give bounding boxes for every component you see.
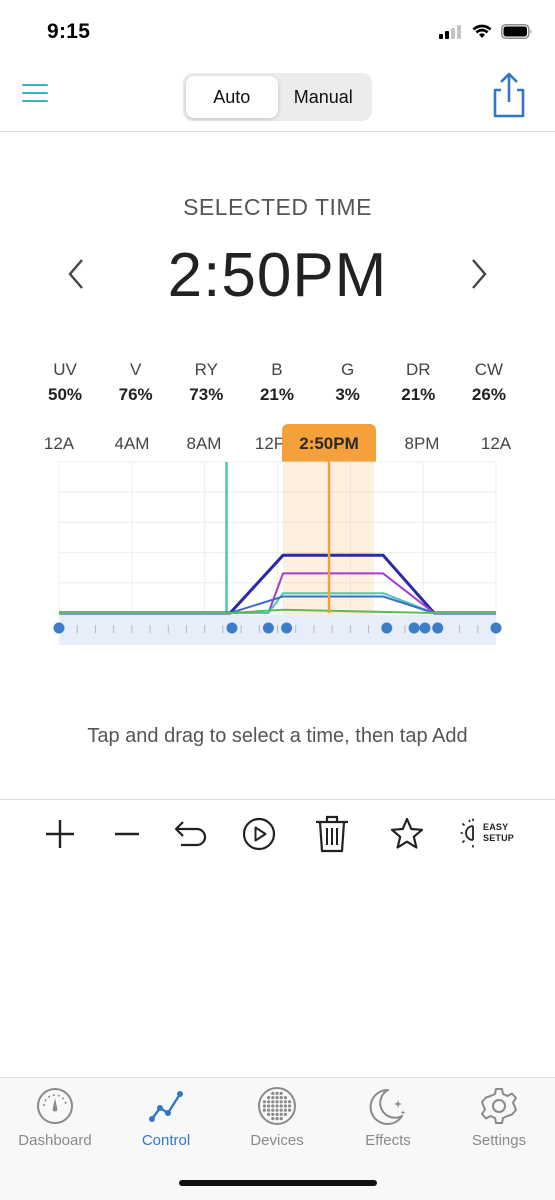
- channel-name: G: [341, 360, 355, 379]
- delete-button[interactable]: [312, 814, 352, 854]
- channel-b: B 21%: [242, 360, 312, 405]
- share-icon[interactable]: [489, 70, 529, 120]
- battery-icon: [501, 24, 532, 39]
- remove-button[interactable]: [107, 814, 147, 854]
- signal-icon: [439, 24, 461, 39]
- channel-value: 73%: [189, 385, 224, 404]
- menu-button[interactable]: [22, 84, 48, 110]
- status-bar: 9:15: [0, 0, 555, 62]
- channel-name: V: [129, 360, 142, 379]
- selected-time-label: SELECTED TIME: [183, 194, 372, 220]
- schedule-plot[interactable]: [0, 420, 555, 650]
- edit-toolbar: EASY SETUP: [0, 799, 555, 867]
- plus-icon: [46, 820, 74, 848]
- channel-value: 3%: [335, 385, 360, 404]
- instruction-text: Tap and drag to select a time, then tap …: [87, 725, 468, 747]
- channel-uv: UV 50%: [30, 360, 100, 405]
- mode-segmented-control: Auto Manual: [183, 73, 372, 121]
- channel-dr: DR 21%: [383, 360, 453, 405]
- selected-time-value: 2:50PM: [167, 241, 388, 310]
- channel-name: CW: [474, 360, 504, 379]
- tab-label: Effects: [365, 1132, 411, 1149]
- dot-grid-icon: [258, 1087, 296, 1125]
- channel-value: 21%: [401, 385, 436, 404]
- channel-name: UV: [53, 360, 77, 379]
- axis-label: 12A: [480, 434, 512, 453]
- gauge-icon: [37, 1088, 73, 1124]
- menu-icon: [22, 84, 48, 86]
- channel-value: 21%: [259, 385, 294, 404]
- previous-time-arrow[interactable]: [62, 252, 92, 296]
- segment-manual[interactable]: Manual: [293, 86, 353, 107]
- schedule-point[interactable]: [53, 622, 65, 634]
- tab-label: Dashboard: [18, 1132, 92, 1149]
- easy-setup-button[interactable]: EASY SETUP: [460, 816, 522, 852]
- schedule-point[interactable]: [408, 622, 420, 634]
- tab-control[interactable]: Control: [111, 1086, 221, 1149]
- channel-name: DR: [406, 360, 431, 379]
- undo-icon: [174, 821, 207, 847]
- line-chart-icon: [149, 1091, 183, 1122]
- schedule-chart[interactable]: 12A 4AM 8AM 12P 8PM 12A 2:50PM: [0, 420, 555, 650]
- channel-name: RY: [194, 360, 218, 379]
- channel-value: 76%: [118, 385, 153, 404]
- moon-stars-icon: [369, 1088, 406, 1125]
- wifi-icon: [472, 24, 492, 38]
- favorite-button[interactable]: [387, 814, 427, 854]
- status-time: 9:15: [47, 20, 91, 43]
- play-circle-icon: [242, 817, 276, 851]
- add-button[interactable]: [40, 814, 80, 854]
- tab-settings[interactable]: Settings: [444, 1086, 554, 1149]
- tab-label: Settings: [471, 1132, 527, 1149]
- nav-bar: Auto Manual: [0, 62, 555, 132]
- schedule-point[interactable]: [262, 622, 274, 634]
- sun-icon: [460, 818, 474, 848]
- channel-value: 26%: [471, 385, 506, 404]
- next-time-arrow[interactable]: [463, 252, 493, 296]
- axis-label: 12A: [43, 434, 75, 453]
- channel-value: 50%: [47, 385, 83, 404]
- axis-label: 8PM: [404, 434, 440, 453]
- schedule-point[interactable]: [419, 622, 431, 634]
- star-icon: [390, 817, 424, 849]
- channel-v: V 76%: [101, 360, 171, 405]
- channel-levels: UV 50% V 76% RY 73% B 21% G 3% DR 21% CW…: [30, 360, 524, 405]
- channel-g: G 3%: [313, 360, 383, 405]
- axis-label: 8AM: [186, 434, 222, 453]
- channel-name: B: [271, 360, 283, 379]
- tab-label: Devices: [250, 1132, 304, 1149]
- tab-label: Control: [141, 1132, 191, 1149]
- gear-icon: [481, 1088, 517, 1124]
- tab-effects[interactable]: Effects: [333, 1086, 443, 1149]
- schedule-point[interactable]: [490, 622, 502, 634]
- tab-dashboard[interactable]: Dashboard: [0, 1086, 110, 1149]
- minus-icon: [115, 832, 139, 836]
- schedule-point[interactable]: [226, 622, 238, 634]
- tab-bar: Dashboard Control Devices Effects Settin…: [0, 1077, 555, 1200]
- schedule-point[interactable]: [281, 622, 293, 634]
- axis-label: 4AM: [114, 434, 150, 453]
- schedule-point[interactable]: [432, 622, 444, 634]
- play-button[interactable]: [239, 814, 279, 854]
- trash-icon: [316, 815, 348, 853]
- home-indicator: [179, 1180, 377, 1186]
- axis-label: 12P: [254, 434, 286, 453]
- selected-time-badge[interactable]: 2:50PM: [282, 424, 376, 464]
- channel-cw: CW 26%: [454, 360, 524, 405]
- easy-setup-label: EASY SETUP: [483, 822, 515, 843]
- segment-auto[interactable]: Auto: [186, 76, 278, 118]
- status-icons: [439, 24, 533, 39]
- tab-devices[interactable]: Devices: [222, 1086, 332, 1149]
- schedule-point[interactable]: [381, 622, 393, 634]
- undo-button[interactable]: [171, 814, 211, 854]
- channel-ry: RY 73%: [171, 360, 241, 405]
- series-line: [59, 608, 496, 614]
